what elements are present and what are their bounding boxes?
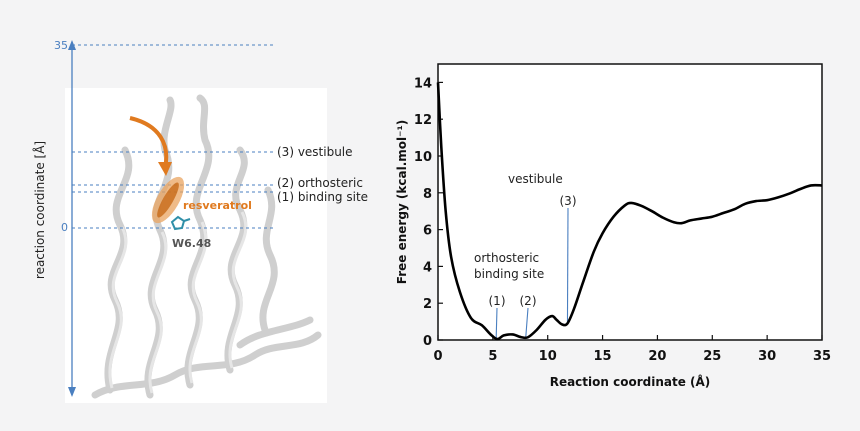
y-tick-label: 2	[423, 297, 432, 312]
site-label-orthosteric: (2) orthosteric	[277, 176, 363, 190]
y-tick-label: 8	[423, 187, 432, 202]
level-lines	[72, 44, 275, 229]
residue-label: W6.48	[172, 237, 211, 250]
y-tick-label: 6	[423, 224, 432, 239]
annotation-orthosteric: orthosteric	[474, 251, 539, 265]
y-tick-label: 10	[414, 150, 432, 165]
site-label-binding-site: (1) binding site	[277, 190, 368, 204]
y-tick-label: 0	[423, 334, 432, 349]
series-line-free-energy	[436, 82, 823, 341]
x-tick-label: 15	[594, 349, 612, 364]
y-tick-label: 4	[423, 260, 432, 275]
annotation-vestibule: vestibule	[508, 172, 563, 186]
annotation-label: (2)	[520, 294, 537, 308]
annotation-label: (3)	[560, 194, 577, 208]
y-tick-label: 12	[414, 113, 432, 128]
x-tick-label: 20	[648, 349, 666, 364]
ligand-path-arrow	[129, 116, 169, 169]
ligand-core	[157, 182, 179, 218]
x-tick-label: 5	[488, 349, 497, 364]
x-tick-label: 0	[433, 349, 442, 364]
annotations: (1) (2) (3)	[489, 194, 577, 340]
site-label-vestibule: (3) vestibule	[277, 145, 353, 159]
x-axis-label: Reaction coordinate (Å)	[550, 374, 711, 389]
y-axis-label: Free energy (kcal.mol⁻¹)	[395, 120, 409, 284]
x-tick-label: 30	[758, 349, 776, 364]
y-tick-label: 14	[414, 76, 432, 91]
free-energy-chart: 0 2 4 6 8 10 12 14 0 5 10 15 20 25 30 35 (1) (2) (3) Rea…	[395, 63, 831, 389]
left-panel: 35 0 reaction coordinate [Å] resveratrol…	[32, 39, 368, 403]
annotation-label: (1)	[489, 294, 506, 308]
x-tick-label: 25	[703, 349, 721, 364]
axis-tick-0: 0	[61, 221, 68, 234]
left-axis-label: reaction coordinate [Å]	[32, 141, 47, 279]
x-tick-label: 10	[539, 349, 557, 364]
annotation-pointer	[566, 207, 569, 324]
x-ticks: 0 5 10 15 20 25 30 35	[433, 335, 831, 364]
ligand-arrow-head	[158, 162, 172, 176]
axis-arrow-down	[68, 387, 76, 397]
axis-tick-35: 35	[54, 39, 68, 52]
y-ticks: 0 2 4 6 8 10 12 14	[414, 76, 443, 349]
annotation-binding-site: binding site	[474, 267, 544, 281]
residue-w648	[170, 215, 191, 231]
ligand-label: resveratrol	[183, 199, 252, 212]
annotation-pointer	[525, 307, 529, 338]
annotation-pointer	[495, 307, 498, 340]
x-tick-label: 35	[813, 349, 831, 364]
